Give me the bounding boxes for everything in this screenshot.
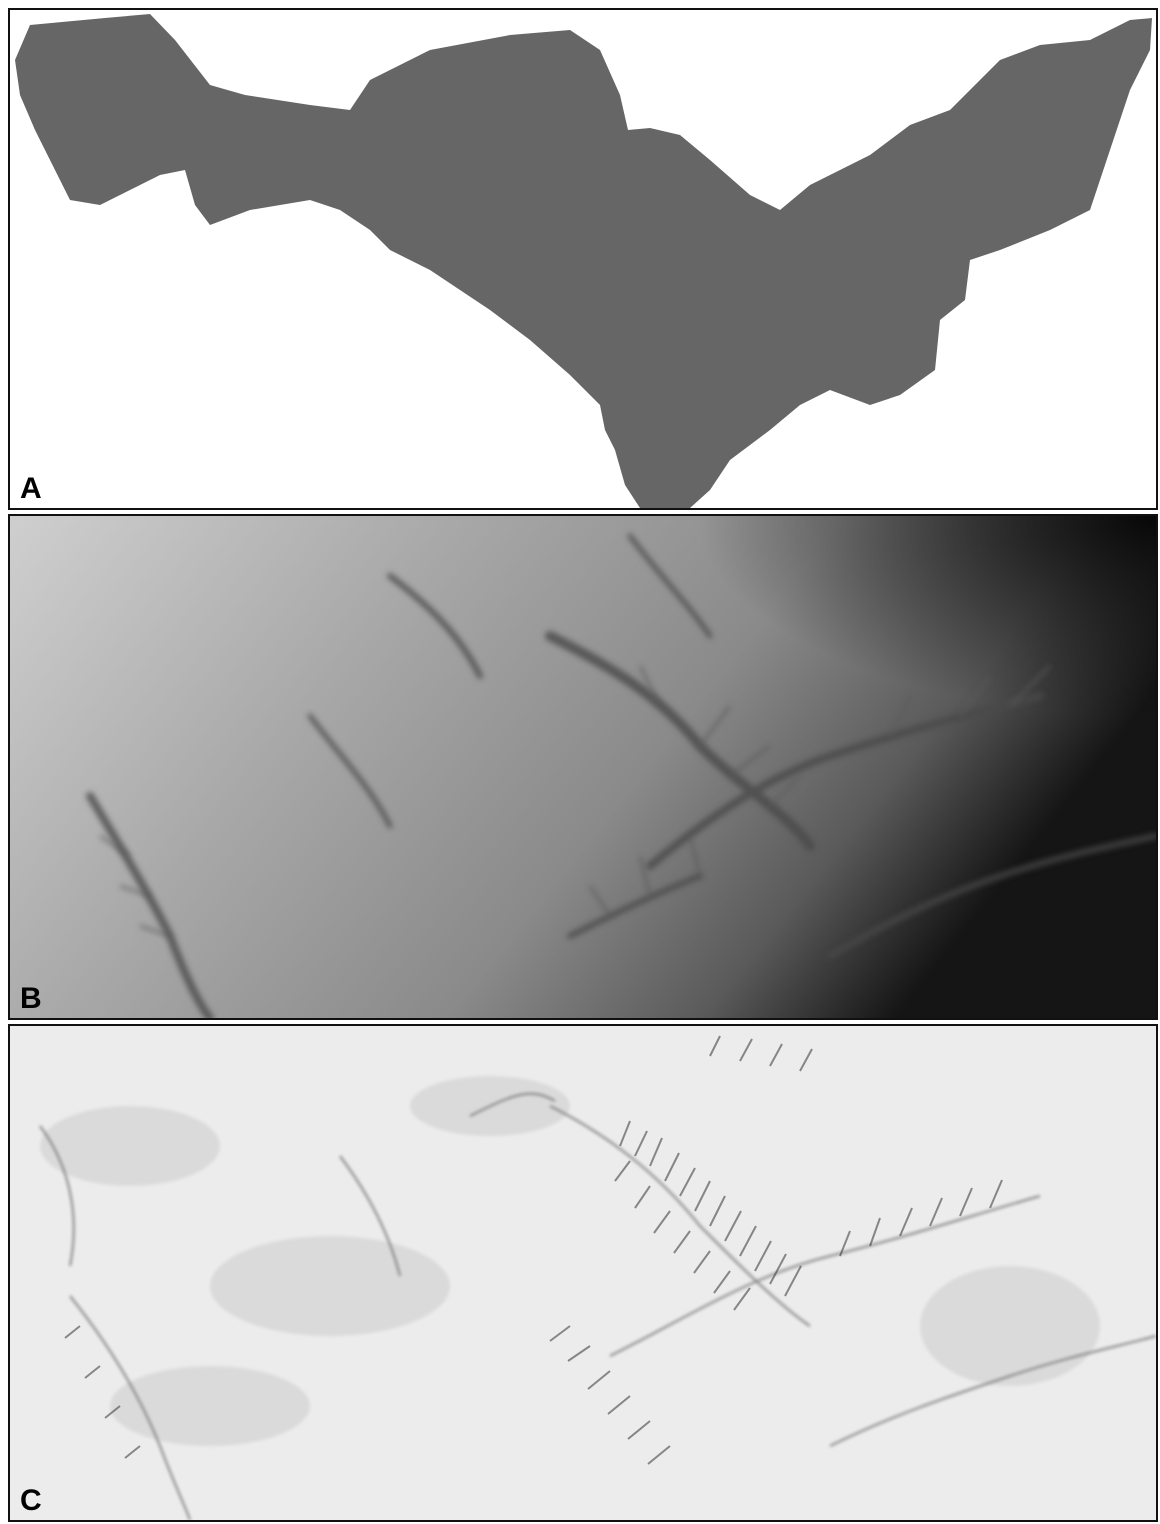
panel-label-b: B bbox=[20, 982, 42, 1015]
tributary-channels bbox=[99, 664, 1052, 938]
panel-label-a: A bbox=[20, 472, 42, 505]
elevation-raster bbox=[10, 516, 1156, 1018]
ridge-lines bbox=[39, 1092, 1156, 1520]
catchment-area bbox=[15, 14, 1152, 508]
panel-b-elevation-map: B bbox=[8, 514, 1158, 1020]
valley-channels bbox=[86, 533, 1156, 1018]
dissected-slopes bbox=[64, 1035, 1003, 1465]
catchment-polygon-map bbox=[15, 14, 1152, 508]
panel-c-hillshade-map: C bbox=[8, 1024, 1158, 1522]
soft-terrain-patches bbox=[40, 1076, 1100, 1446]
panel-label-c: C bbox=[20, 1484, 42, 1517]
panel-a-catchment-map: A bbox=[8, 8, 1158, 510]
hillshade-raster bbox=[10, 1026, 1156, 1520]
